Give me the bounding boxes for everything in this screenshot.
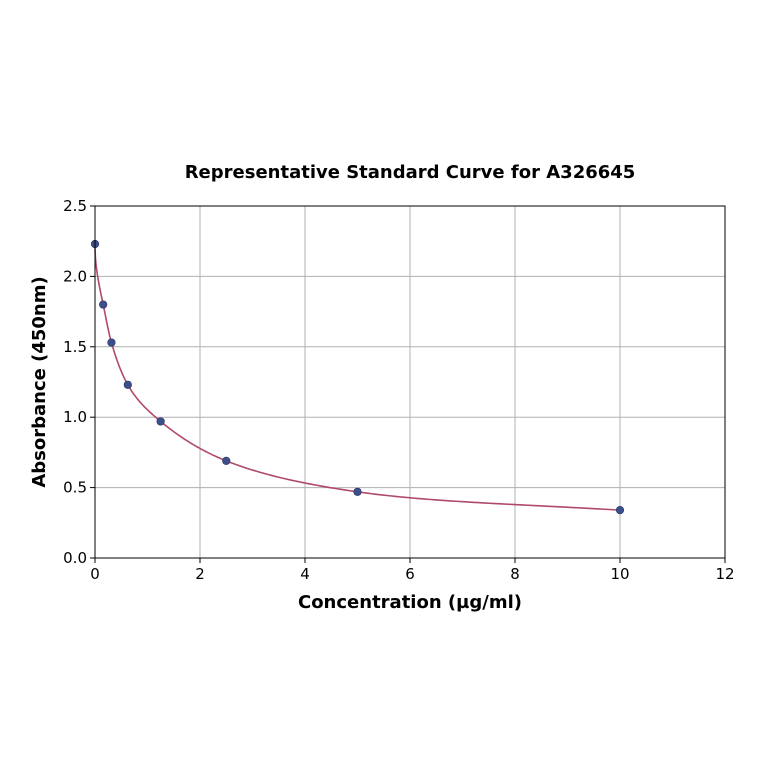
y-tick-label: 0.5 xyxy=(63,479,87,497)
data-point xyxy=(123,380,132,389)
x-tick-label: 12 xyxy=(715,565,734,583)
y-tick-label: 0.0 xyxy=(63,549,87,567)
data-point xyxy=(615,506,625,515)
x-tick-label: 6 xyxy=(405,565,415,583)
data-point xyxy=(222,456,231,465)
y-tick-label: 1.5 xyxy=(63,338,87,356)
x-tick-label: 10 xyxy=(610,565,629,583)
x-tick-label: 8 xyxy=(510,565,520,583)
points-layer xyxy=(90,239,625,515)
x-axis-label: Concentration (µg/ml) xyxy=(298,592,522,613)
x-tick-label: 4 xyxy=(300,565,310,583)
data-point xyxy=(99,300,108,309)
data-point xyxy=(353,487,362,496)
chart-title: Representative Standard Curve for A32664… xyxy=(185,162,636,183)
tick-layer: 0 2 4 6 8 10 12 0.0 0.5 1.0 1.5 2.0 2.5 xyxy=(63,197,734,583)
data-point xyxy=(156,417,165,426)
data-point xyxy=(107,338,116,347)
y-tick-label: 1.0 xyxy=(63,408,87,426)
y-axis-label: Absorbance (450nm) xyxy=(29,276,50,487)
x-tick-label: 0 xyxy=(90,565,100,583)
y-tick-label: 2.0 xyxy=(63,267,87,285)
x-tick-label: 2 xyxy=(195,565,205,583)
y-tick-label: 2.5 xyxy=(63,197,87,215)
